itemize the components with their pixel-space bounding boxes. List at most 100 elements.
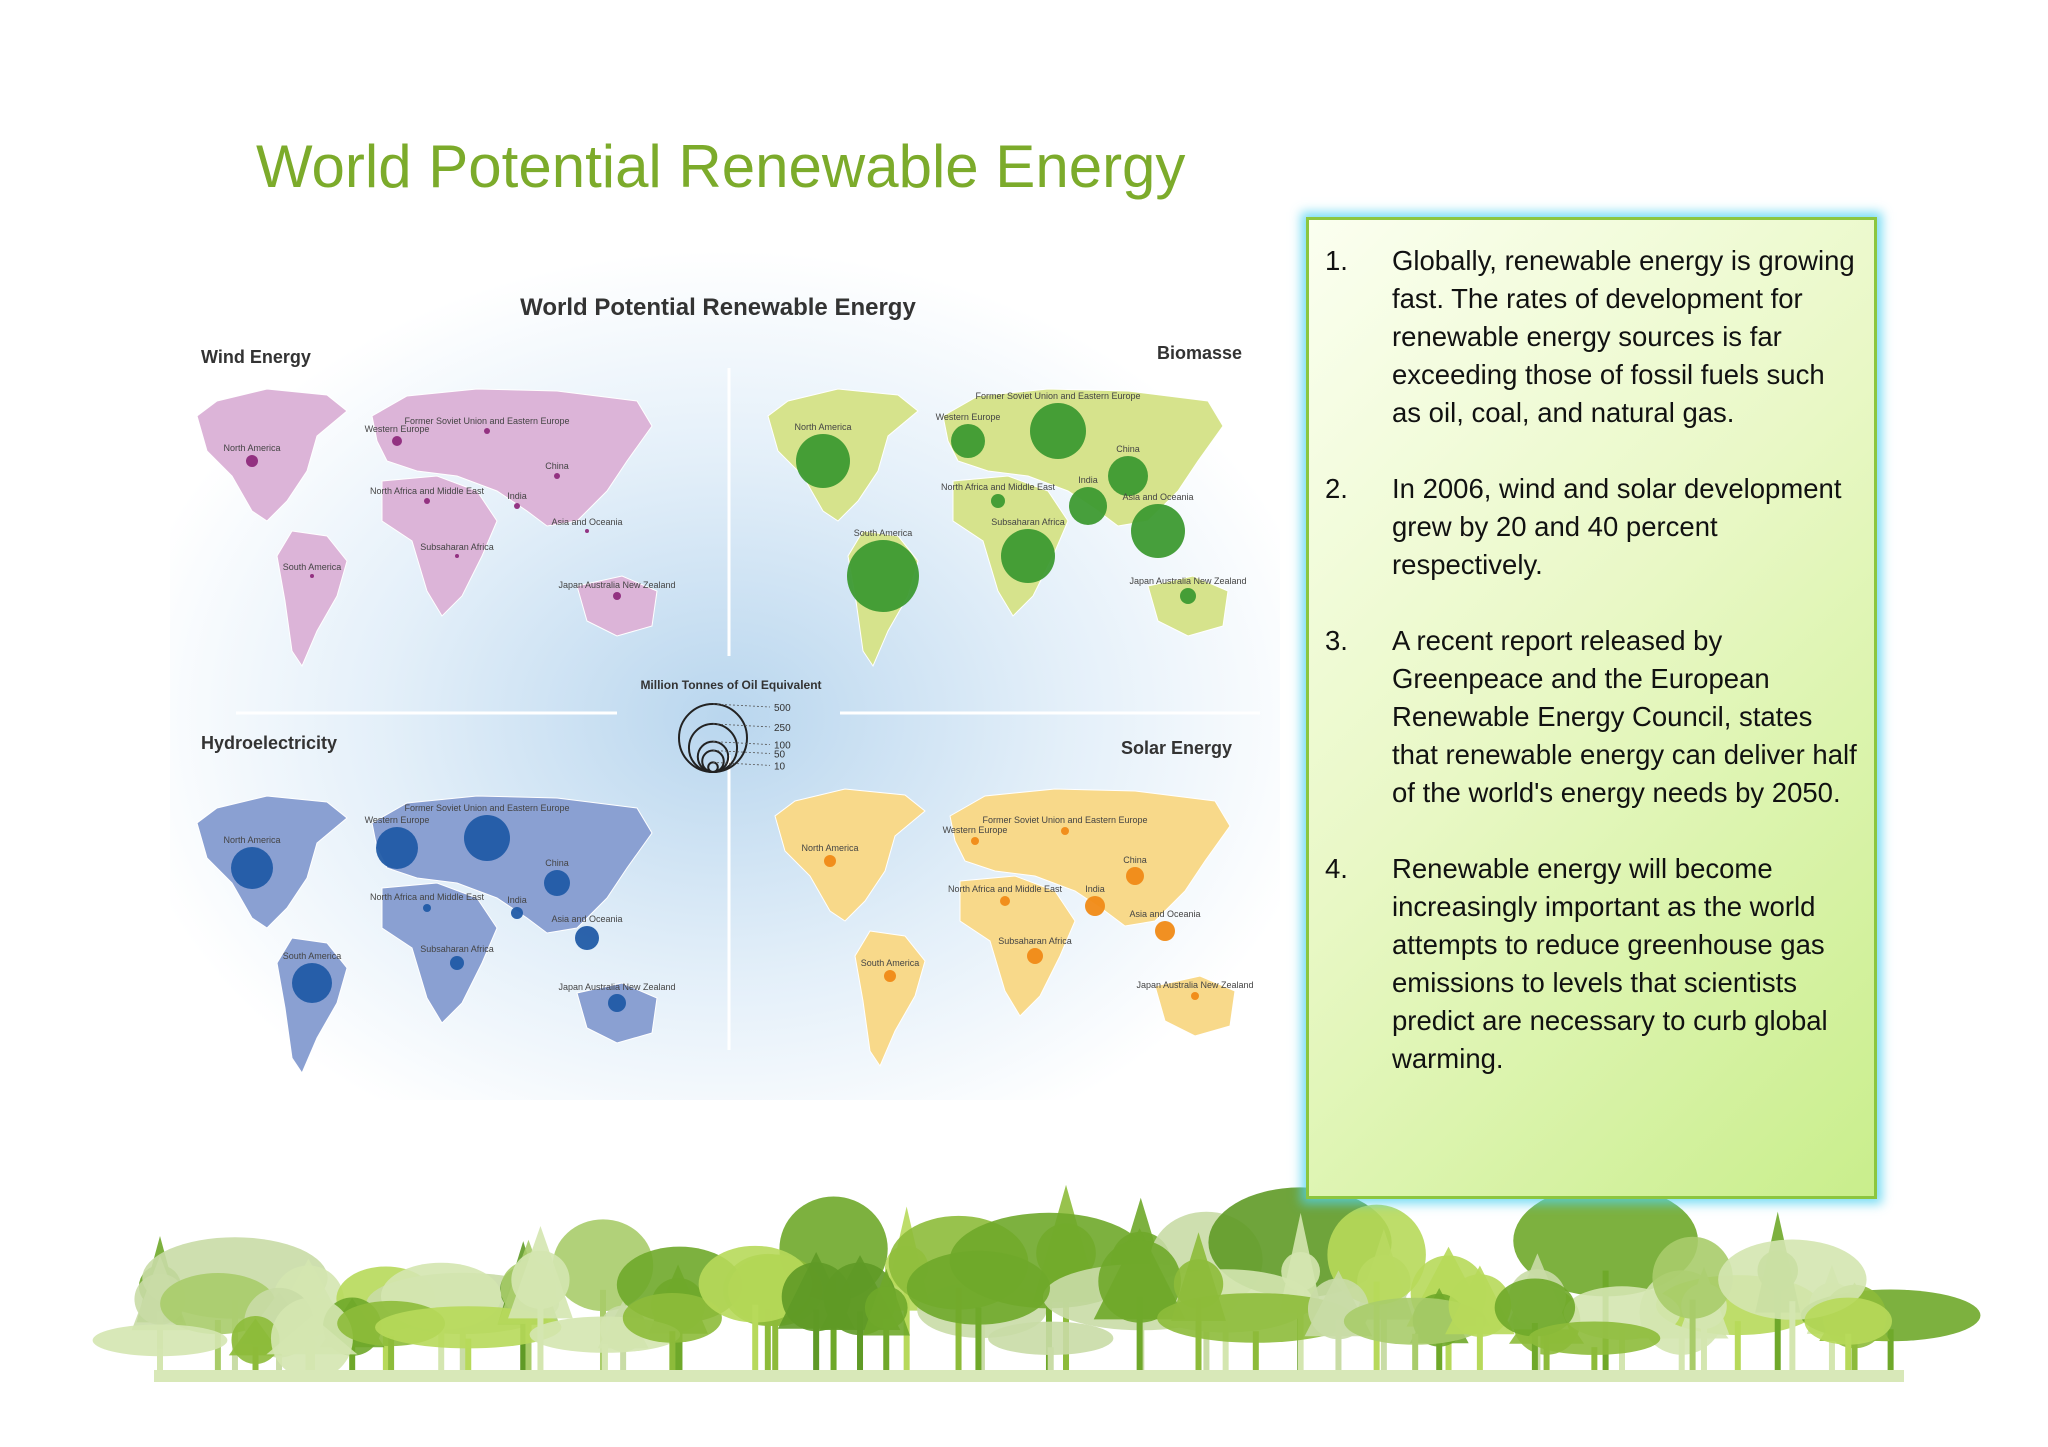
region-label: Japan Australia New Zealand [558, 982, 675, 992]
region-label: Japan Australia New Zealand [558, 580, 675, 590]
region-label: South America [854, 528, 913, 538]
tree-trunk [1591, 1347, 1598, 1380]
region-label: North America [794, 422, 851, 432]
tree-trunk [883, 1318, 890, 1380]
region-bubble [1180, 588, 1196, 604]
region-bubble [1001, 529, 1055, 583]
region-bubble [1155, 921, 1175, 941]
legend-value: 100 [774, 741, 791, 752]
region-bubble [991, 494, 1005, 508]
tree-trunk [772, 1309, 779, 1380]
region-label: North Africa and Middle East [948, 884, 1063, 894]
tree-trunk [1789, 1301, 1796, 1380]
region-bubble [1108, 456, 1148, 496]
trees [92, 1184, 1981, 1382]
region-label: China [545, 461, 569, 471]
region-bubble [423, 904, 431, 912]
region-bubble [1126, 867, 1144, 885]
region-label: North America [801, 843, 858, 853]
region-label: South America [283, 562, 342, 572]
region-label: Subsaharan Africa [998, 936, 1072, 946]
item-text: A recent report released by Greenpeace a… [1392, 625, 1857, 808]
region-bubble [554, 473, 560, 479]
continent [774, 788, 926, 922]
tree-crown [92, 1324, 228, 1357]
region-bubble [1131, 504, 1185, 558]
region-label: Asia and Oceania [551, 914, 622, 924]
region-bubble [246, 455, 258, 467]
panel-label: Biomasse [1157, 343, 1242, 363]
list-item: 1. Globally, renewable energy is growing … [1325, 242, 1860, 432]
region-bubble [376, 827, 418, 869]
continent [371, 388, 653, 527]
region-bubble [1030, 403, 1086, 459]
legend-title: Million Tonnes of Oil Equivalent [640, 678, 821, 692]
panel-label: Hydroelectricity [201, 733, 337, 753]
region-bubble [575, 926, 599, 950]
continent [371, 795, 653, 934]
region-label: North Africa and Middle East [370, 892, 485, 902]
list-item: 4. Renewable energy will become increasin… [1325, 850, 1860, 1078]
region-bubble [796, 434, 850, 488]
region-bubble [1191, 992, 1199, 1000]
list-item: 2. In 2006, wind and solar development g… [1325, 470, 1860, 584]
region-label: North America [223, 835, 280, 845]
panel-label: Solar Energy [1121, 738, 1232, 758]
region-bubble [613, 592, 621, 600]
tree-trunk [1700, 1317, 1707, 1380]
item-text: Globally, renewable energy is growing fa… [1392, 245, 1855, 428]
region-label: Japan Australia New Zealand [1129, 576, 1246, 586]
tree-trunk [1252, 1331, 1259, 1380]
legend-value: 250 [774, 723, 791, 734]
region-bubble [971, 837, 979, 845]
tree-crown [1718, 1239, 1867, 1320]
region-bubble [1061, 827, 1069, 835]
tree-trunk [1887, 1329, 1894, 1380]
region-label: Western Europe [365, 815, 430, 825]
tree-crown [781, 1262, 851, 1332]
item-text: In 2006, wind and solar development grew… [1392, 473, 1842, 580]
tree-trunk [157, 1348, 163, 1380]
tree-trunk [955, 1287, 962, 1380]
tree-crown [1157, 1293, 1355, 1343]
tree-trunk [1222, 1317, 1229, 1380]
region-bubble [450, 956, 464, 970]
tree-trunk [349, 1334, 356, 1380]
tree-crown [270, 1297, 353, 1380]
tree-trunk [459, 1319, 466, 1380]
panel-label: Wind Energy [201, 347, 311, 367]
continent [854, 930, 926, 1068]
region-bubble [511, 907, 523, 919]
tree-trunk [1531, 1323, 1538, 1380]
region-bubble [514, 503, 520, 509]
tree-trunk [1689, 1299, 1696, 1380]
list-item: 3. A recent report released by Greenpeace… [1325, 622, 1860, 812]
tree-trunk [975, 1307, 982, 1380]
tree-crown [988, 1321, 1114, 1355]
tree-trunk [465, 1338, 472, 1380]
item-number: 3. [1325, 625, 1348, 656]
region-bubble [464, 815, 510, 861]
legend-circle [707, 761, 719, 773]
tree-trunk [857, 1311, 864, 1380]
tree-trunk [1618, 1327, 1625, 1380]
tree-trunk [1136, 1296, 1143, 1380]
region-label: China [1116, 444, 1140, 454]
region-label: China [1123, 855, 1147, 865]
region-label: Asia and Oceania [1122, 492, 1193, 502]
region-label: Western Europe [943, 825, 1008, 835]
legend-value: 10 [774, 761, 786, 772]
tree-trunk [1195, 1298, 1202, 1380]
item-text: Renewable energy will become increasingl… [1392, 853, 1828, 1074]
region-bubble [951, 424, 985, 458]
continent [276, 530, 348, 668]
tree-trunk [1734, 1321, 1741, 1380]
continent [1147, 575, 1229, 637]
list: 1. Globally, renewable energy is growing … [1309, 220, 1874, 1078]
region-bubble [1000, 896, 1010, 906]
region-label: North America [223, 443, 280, 453]
